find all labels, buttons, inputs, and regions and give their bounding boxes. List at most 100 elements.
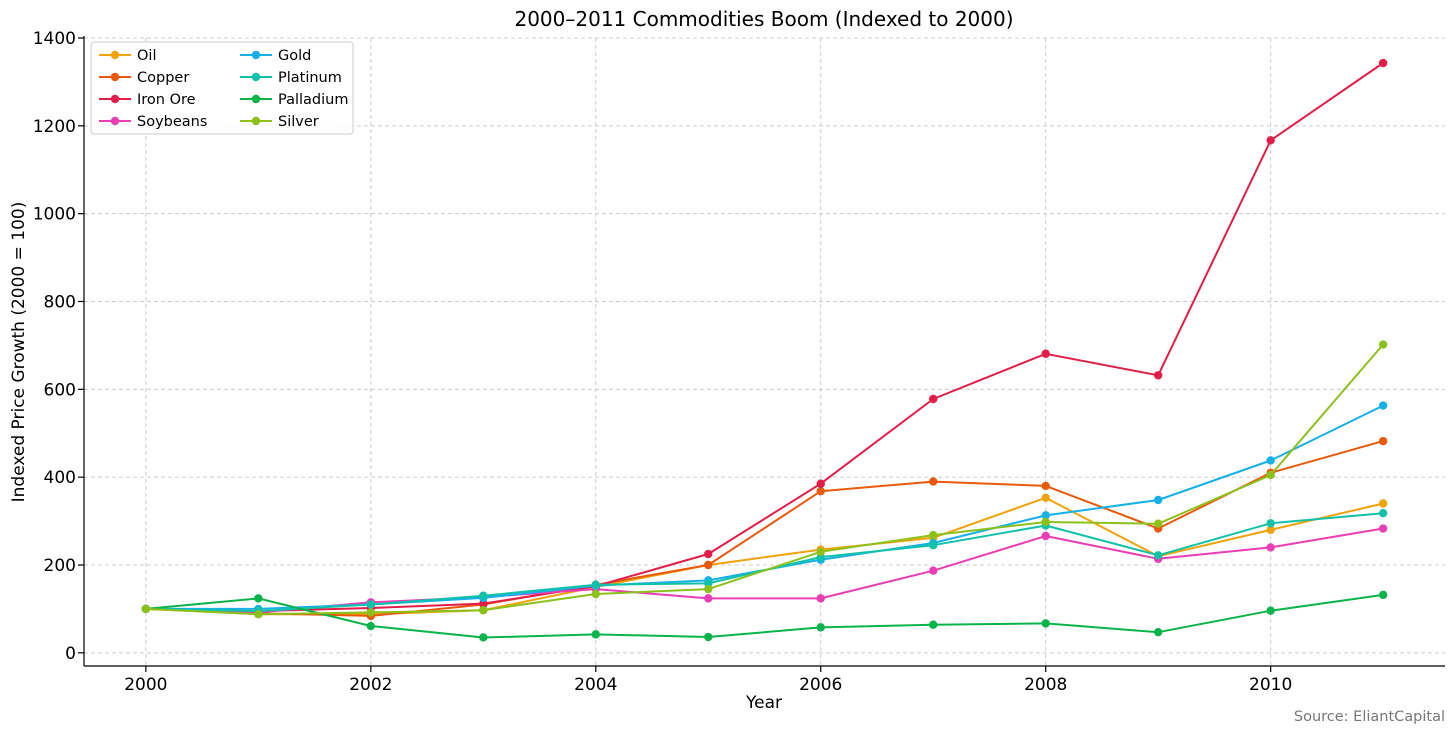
legend-marker-soybeans (110, 116, 120, 126)
series-line-oil (145, 496, 1384, 616)
legend-marker-palladium (251, 94, 261, 104)
legend-box (90, 41, 354, 135)
data-point-platinum (1378, 508, 1388, 518)
data-point-silver (1266, 470, 1275, 480)
legend-label-platinum: Platinum (278, 70, 342, 86)
x-tick-label: 2002 (349, 675, 392, 695)
data-point-platinum (1266, 519, 1275, 528)
series-iron-ore (141, 58, 1388, 616)
chart-title: 2000–2011 Commodities Boom (Indexed to 2… (514, 7, 1013, 31)
data-point-oil (1041, 493, 1050, 503)
y-tick-label: 600 (44, 380, 76, 400)
data-point-silver (1041, 517, 1050, 527)
x-axis-label: Year (745, 693, 782, 713)
data-point-soybeans (1378, 524, 1388, 533)
series-oil (141, 493, 1388, 619)
legend: Oil Copper Iron Ore Soybeans Gold Platinum Pal… (90, 41, 354, 135)
series-line-silver (145, 343, 1384, 616)
data-point-gold (1378, 401, 1388, 410)
data-point-gold (1266, 456, 1275, 465)
x-tick-label: 2000 (124, 675, 167, 695)
y-tick-label: 0 (65, 644, 76, 664)
data-point-soybeans (704, 594, 713, 603)
legend-marker-platinum (251, 72, 261, 82)
data-point-iron-ore (704, 549, 713, 559)
data-point-silver (591, 589, 600, 599)
data-point-palladium (479, 633, 488, 642)
y-tick-label: 200 (44, 556, 76, 576)
data-point-palladium (704, 632, 713, 642)
data-point-palladium (591, 630, 600, 639)
series-line-soybeans (145, 527, 1384, 614)
series-line-palladium (145, 593, 1384, 639)
data-point-iron-ore (816, 479, 825, 488)
data-point-iron-ore (1378, 58, 1388, 68)
data-point-silver (254, 609, 263, 619)
data-point-platinum (366, 600, 376, 609)
data-point-silver (704, 584, 713, 594)
data-point-iron-ore (1153, 371, 1163, 380)
data-point-gold (1153, 495, 1163, 505)
y-tick-label: 400 (44, 468, 76, 488)
legend-marker-copper (110, 72, 120, 82)
data-point-oil (1378, 499, 1388, 508)
data-point-iron-ore (1266, 136, 1275, 145)
data-point-palladium (1041, 619, 1050, 628)
data-point-iron-ore (1041, 349, 1050, 358)
data-point-platinum (929, 541, 938, 550)
data-point-platinum (479, 591, 488, 600)
y-tick-label: 1000 (33, 205, 76, 225)
y-tick-label: 1400 (33, 29, 76, 49)
legend-label-oil: Oil (137, 48, 156, 64)
data-point-copper (704, 560, 713, 570)
data-point-palladium (1266, 606, 1275, 615)
legend-marker-iron-ore (110, 94, 120, 104)
data-point-iron-ore (929, 394, 938, 404)
data-point-soybeans (929, 566, 938, 575)
legend-label-gold: Gold (278, 48, 311, 64)
data-point-palladium (816, 623, 825, 632)
legend-label-iron-ore: Iron Ore (137, 92, 196, 108)
y-tick-label: 800 (44, 292, 76, 312)
data-point-silver (141, 604, 151, 614)
x-tick-label: 2004 (574, 675, 617, 695)
data-point-oil (1266, 525, 1275, 535)
data-point-palladium (254, 594, 263, 603)
series-copper (141, 436, 1388, 621)
data-point-copper (816, 487, 825, 496)
data-point-gold (1041, 511, 1050, 520)
series-layer (141, 58, 1388, 642)
data-point-palladium (929, 620, 938, 629)
data-point-copper (1041, 481, 1050, 491)
source-note: Source: EliantCapital (1294, 709, 1445, 725)
data-point-soybeans (1266, 543, 1275, 552)
data-point-platinum (1153, 551, 1163, 560)
data-point-silver (816, 547, 825, 557)
data-point-copper (929, 477, 938, 486)
data-point-silver (929, 530, 938, 540)
data-point-platinum (591, 580, 600, 589)
data-point-palladium (1153, 627, 1163, 637)
data-point-palladium (1378, 590, 1388, 600)
legend-marker-gold (251, 50, 261, 60)
y-tick-label: 1200 (33, 117, 76, 137)
legend-marker-oil (110, 50, 120, 60)
x-tick-label: 2008 (1024, 675, 1067, 695)
data-point-silver (479, 606, 488, 615)
legend-label-silver: Silver (278, 114, 319, 130)
axes-layer: 2000 2002 2004 2006 2008 2010 0 200 400 600 800 100… (33, 29, 1445, 695)
legend-label-copper: Copper (137, 70, 189, 86)
data-point-silver (1153, 519, 1163, 528)
data-point-silver (366, 608, 376, 617)
series-line-copper (145, 440, 1384, 617)
data-point-soybeans (816, 594, 825, 603)
legend-label-soybeans: Soybeans (137, 114, 207, 130)
series-silver (141, 340, 1388, 619)
legend-marker-silver (251, 116, 261, 126)
x-tick-label: 2006 (799, 675, 842, 695)
data-point-silver (1378, 340, 1388, 349)
data-point-copper (1378, 436, 1388, 446)
legend-label-palladium: Palladium (278, 92, 348, 108)
